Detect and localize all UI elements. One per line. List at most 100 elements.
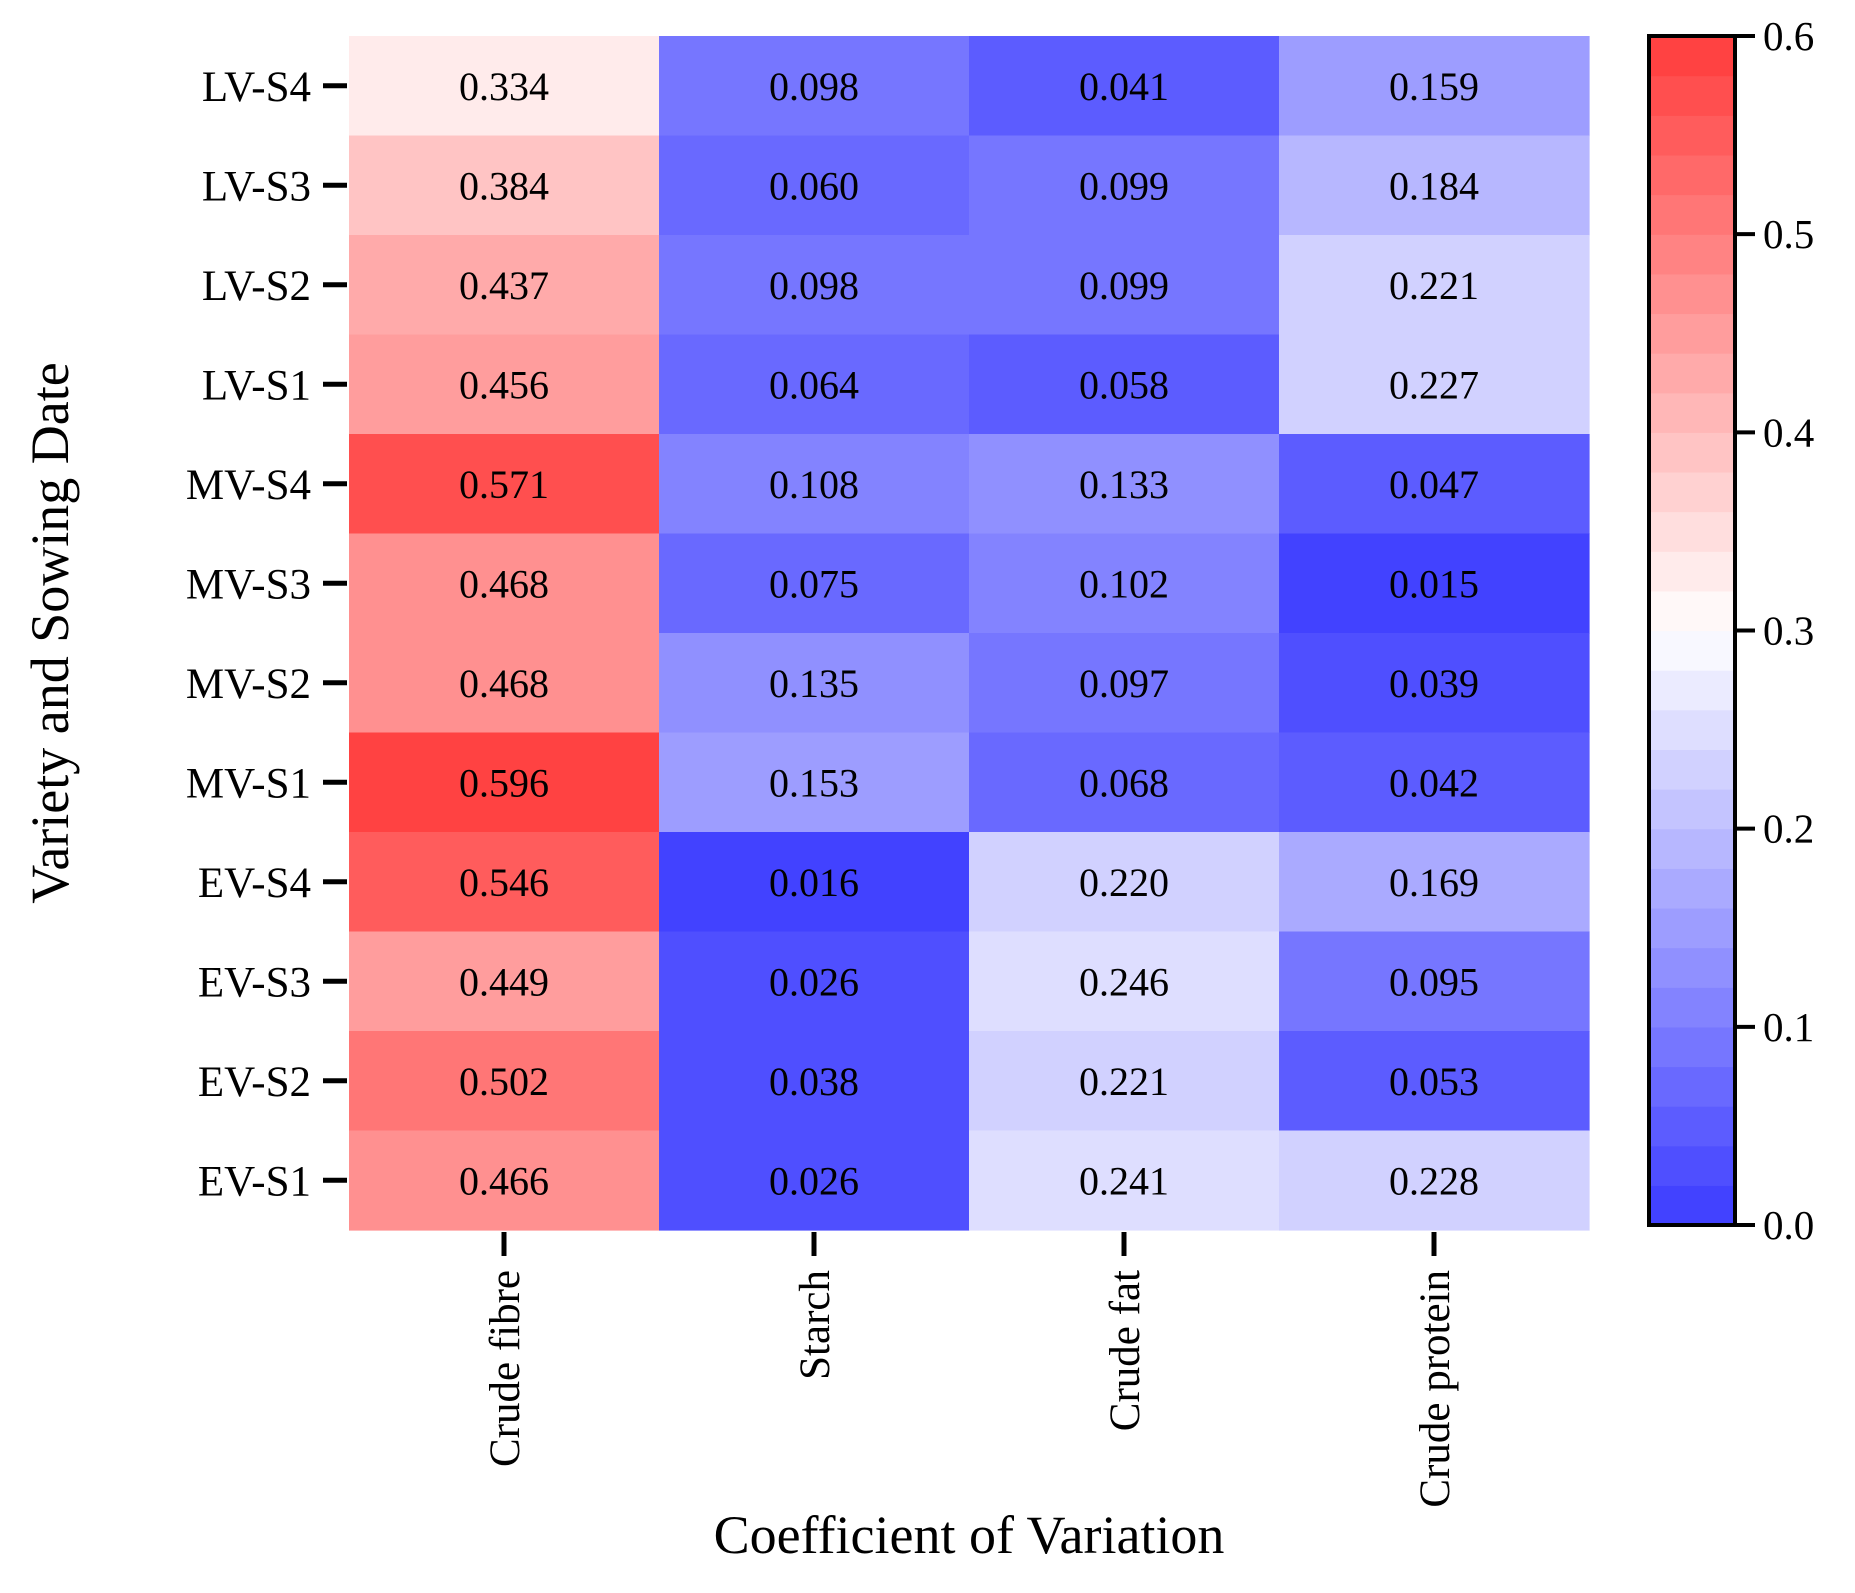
y-tick-label: MV-S4 (186, 462, 311, 509)
heatmap-cell (1279, 732, 1590, 833)
cell-value-label: 0.053 (1389, 1059, 1479, 1104)
heatmap-cell (659, 36, 970, 137)
cell-value-label: 0.449 (459, 959, 549, 1004)
heatmap-cell (349, 931, 660, 1032)
cell-value-label: 0.466 (459, 1158, 549, 1203)
heatmap-cell (659, 1130, 970, 1231)
cell-value-label: 0.169 (1389, 860, 1479, 905)
cell-value-label: 0.047 (1389, 462, 1479, 507)
cell-value-label: 0.058 (1079, 362, 1169, 407)
colorbar-segment (1649, 630, 1735, 671)
y-tick-label: EV-S4 (198, 860, 311, 907)
heatmap-cell (349, 434, 660, 535)
colorbar-tick-label: 0.3 (1763, 608, 1814, 654)
cell-value-label: 0.221 (1079, 1059, 1169, 1104)
heatmap-cell (969, 732, 1280, 833)
cell-value-label: 0.384 (459, 163, 549, 208)
cell-value-label: 0.042 (1389, 760, 1479, 805)
cell-value-label: 0.098 (769, 263, 859, 308)
colorbar-tick-label: 0.1 (1763, 1004, 1814, 1050)
heatmap-cell (969, 1031, 1280, 1132)
heatmap-cell (969, 832, 1280, 933)
colorbar-segment (1649, 1185, 1735, 1226)
colorbar-segment (1649, 392, 1735, 433)
x-tick-label: Crude protein (1412, 1270, 1459, 1508)
y-tick-label: MV-S1 (186, 760, 311, 807)
heatmap-cell (349, 1031, 660, 1132)
colorbar-segment (1649, 828, 1735, 869)
cell-value-label: 0.064 (769, 362, 859, 407)
cell-value-label: 0.468 (459, 561, 549, 606)
heatmap-cell (1279, 334, 1590, 435)
cell-value-label: 0.437 (459, 263, 549, 308)
y-tick-label: LV-S1 (202, 362, 311, 409)
colorbar-segment (1649, 273, 1735, 315)
x-tick-label: Crude fat (1102, 1270, 1149, 1431)
heatmap-cell (1279, 135, 1590, 236)
heatmap-cell (349, 334, 660, 435)
cell-value-label: 0.102 (1079, 561, 1169, 606)
heatmap-cell (1279, 235, 1590, 336)
heatmap-cell (349, 732, 660, 833)
heatmap-cell (1279, 832, 1590, 933)
cell-value-label: 0.108 (769, 462, 859, 507)
colorbar-segment (1649, 670, 1735, 711)
heatmap-cell (349, 36, 660, 137)
heatmap-cell (1279, 931, 1590, 1032)
colorbar-tick-label: 0.6 (1763, 13, 1814, 59)
colorbar-segment (1649, 907, 1735, 949)
colorbar: 0.0 0.1 0.2 0.3 0.4 0.5 0.6 (1647, 13, 1814, 1248)
cell-value-label: 0.159 (1389, 64, 1479, 109)
colorbar-tick-label: 0.4 (1763, 409, 1814, 455)
colorbar-segment (1649, 432, 1735, 473)
heatmap-cell (659, 732, 970, 833)
heatmap-cell (349, 1130, 660, 1231)
heatmap-cell (969, 931, 1280, 1032)
y-axis: LV-S4 LV-S3 LV-S2 LV-S1 MV-S4 MV-S3 MV-S2 MV-S1… (186, 64, 347, 1205)
cell-value-label: 0.038 (769, 1059, 859, 1104)
heatmap-cells (349, 36, 1590, 1231)
cell-value-label: 0.220 (1079, 860, 1169, 905)
cell-value-label: 0.334 (459, 64, 549, 109)
colorbar-segment (1649, 709, 1735, 750)
colorbar-segment (1649, 353, 1735, 394)
cell-value-label: 0.246 (1079, 959, 1169, 1004)
colorbar-segment (1649, 1145, 1735, 1186)
cell-value-label: 0.502 (459, 1059, 549, 1104)
heatmap-cell (969, 533, 1280, 634)
colorbar-segment (1649, 789, 1735, 830)
colorbar-segment (1649, 1026, 1735, 1068)
heatmap-cell (659, 235, 970, 336)
colorbar-segment (1649, 947, 1735, 988)
cell-value-label: 0.015 (1389, 561, 1479, 606)
heatmap-cell (1279, 633, 1590, 734)
colorbar-segment (1649, 75, 1735, 116)
y-tick-label: LV-S4 (202, 64, 311, 111)
y-tick-label: EV-S3 (198, 959, 311, 1006)
colorbar-segment (1649, 194, 1735, 235)
heatmap-cell (1279, 1130, 1590, 1231)
heatmap-cell (349, 235, 660, 336)
cell-value-label: 0.221 (1389, 263, 1479, 308)
heatmap-cell (969, 434, 1280, 535)
cell-value-label: 0.184 (1389, 163, 1479, 208)
colorbar-segment (1649, 749, 1735, 790)
colorbar-tick-label: 0.2 (1763, 806, 1814, 852)
cell-value-label: 0.571 (459, 462, 549, 507)
y-tick-label: MV-S3 (186, 561, 311, 608)
cell-value-label: 0.098 (769, 64, 859, 109)
x-tick-label: Crude fibre (482, 1270, 529, 1467)
heatmap-cell (349, 633, 660, 734)
cell-value-label: 0.060 (769, 163, 859, 208)
cell-value-label: 0.153 (769, 760, 859, 805)
colorbar-segment (1649, 590, 1735, 632)
colorbar-segment (1649, 1106, 1735, 1147)
heatmap-cell (969, 135, 1280, 236)
y-tick-label: EV-S1 (198, 1158, 311, 1205)
colorbar-segment (1649, 154, 1735, 196)
heatmap-cell (659, 533, 970, 634)
colorbar-tick-label: 0.5 (1763, 211, 1814, 257)
heatmap-cell (349, 135, 660, 236)
heatmap-cell (659, 931, 970, 1032)
